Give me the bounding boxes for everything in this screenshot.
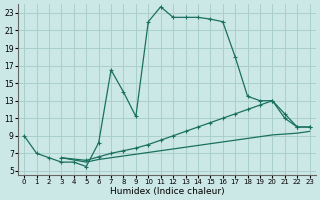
X-axis label: Humidex (Indice chaleur): Humidex (Indice chaleur)	[109, 187, 224, 196]
